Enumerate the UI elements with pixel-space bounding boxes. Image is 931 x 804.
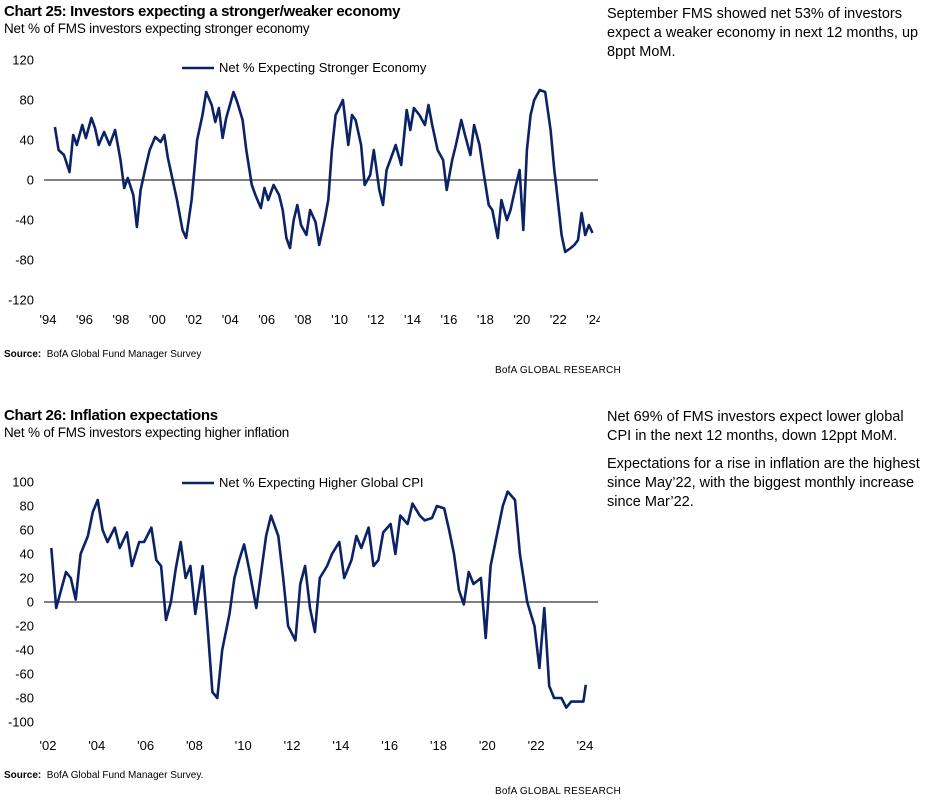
x-tick-label: '10 — [331, 312, 348, 327]
chart-25-title: Chart 25: Investors expecting a stronger… — [4, 3, 401, 20]
x-tick-label: '96 — [76, 312, 93, 327]
x-tick-label: '20 — [479, 738, 496, 753]
commentary-paragraph: Expectations for a rise in inflation are… — [607, 456, 920, 510]
y-tick-label: -40 — [15, 213, 34, 228]
x-tick-label: '24 — [576, 738, 593, 753]
series-line — [50, 490, 588, 709]
x-tick-label: '12 — [368, 312, 385, 327]
chart-25-plot: -120 -80 -40 0 40 80 120 '94 '96 '98 '00 '02 '04 '06… — [8, 53, 600, 328]
x-tick-label: '24 — [586, 312, 600, 327]
x-tick-label: '16 — [440, 312, 457, 327]
chart-26-commentary: Net 69% of FMS investors expect lower gl… — [607, 408, 927, 521]
y-tick-label: -120 — [8, 293, 34, 308]
x-axis-ticks: '94 '96 '98 '00 '02 '04 '06 '08 '10 '12 '14 '16 '18 '… — [40, 312, 600, 327]
y-tick-label: 120 — [12, 53, 34, 68]
y-tick-label: 40 — [20, 547, 34, 562]
y-tick-label: -80 — [15, 253, 34, 268]
x-tick-label: '98 — [112, 312, 129, 327]
y-tick-label: 20 — [20, 571, 34, 586]
x-tick-label: '00 — [149, 312, 166, 327]
chart-26-title: Chart 26: Inflation expectations — [4, 407, 218, 424]
x-tick-label: '06 — [258, 312, 275, 327]
chart-25-commentary: September FMS showed net 53% of investor… — [607, 5, 927, 71]
x-tick-label: '08 — [186, 738, 203, 753]
chart-25-subtitle: Net % of FMS investors expecting stronge… — [4, 21, 310, 36]
x-tick-label: '02 — [40, 738, 57, 753]
y-tick-label: 80 — [20, 93, 34, 108]
y-tick-label: 60 — [20, 523, 34, 538]
x-axis-ticks: '02 '04 '06 '08 '10 '12 '14 '16 '18 '20 '22 '24 — [40, 738, 594, 753]
x-tick-label: '14 — [332, 738, 349, 753]
y-tick-label: -60 — [15, 667, 34, 682]
y-axis-ticks: -120 -80 -40 0 40 80 120 — [8, 53, 34, 308]
y-tick-label: 40 — [20, 133, 34, 148]
x-tick-label: '02 — [185, 312, 202, 327]
chart-25-brand: BofA GLOBAL RESEARCH — [495, 365, 621, 376]
chart-26-subtitle: Net % of FMS investors expecting higher … — [4, 425, 290, 440]
y-tick-label: -80 — [15, 691, 34, 706]
legend: Net % Expecting Higher Global CPI — [182, 475, 423, 490]
series-line — [53, 88, 594, 254]
x-tick-label: '22 — [528, 738, 545, 753]
commentary-paragraph: September FMS showed net 53% of investor… — [607, 6, 919, 60]
y-tick-label: -100 — [8, 715, 34, 730]
x-tick-label: '14 — [404, 312, 421, 327]
chart-26-source: Source: BofA Global Fund Manager Survey. — [4, 770, 204, 781]
y-tick-label: 0 — [27, 595, 34, 610]
y-tick-label: -20 — [15, 619, 34, 634]
x-tick-label: '08 — [295, 312, 312, 327]
legend-label: Net % Expecting Stronger Economy — [219, 60, 427, 75]
y-tick-label: 80 — [20, 499, 34, 514]
x-tick-label: '04 — [222, 312, 239, 327]
legend: Net % Expecting Stronger Economy — [182, 60, 427, 75]
x-tick-label: '06 — [137, 738, 154, 753]
y-tick-label: -40 — [15, 643, 34, 658]
x-tick-label: '18 — [477, 312, 494, 327]
x-tick-label: '22 — [550, 312, 567, 327]
legend-label: Net % Expecting Higher Global CPI — [219, 475, 423, 490]
y-axis-ticks: -100 -80 -60 -40 -20 0 20 40 60 80 100 — [8, 475, 34, 730]
chart-25-source: Source: BofA Global Fund Manager Survey — [4, 349, 202, 360]
y-tick-label: 100 — [12, 475, 34, 490]
x-tick-label: '20 — [513, 312, 530, 327]
x-tick-label: '16 — [381, 738, 398, 753]
x-tick-label: '10 — [235, 738, 252, 753]
x-tick-label: '18 — [430, 738, 447, 753]
chart-26-brand: BofA GLOBAL RESEARCH — [495, 786, 621, 797]
x-tick-label: '94 — [40, 312, 57, 327]
commentary-paragraph: Net 69% of FMS investors expect lower gl… — [607, 409, 904, 444]
y-tick-label: 0 — [27, 173, 34, 188]
x-tick-label: '12 — [284, 738, 301, 753]
x-tick-label: '04 — [88, 738, 105, 753]
